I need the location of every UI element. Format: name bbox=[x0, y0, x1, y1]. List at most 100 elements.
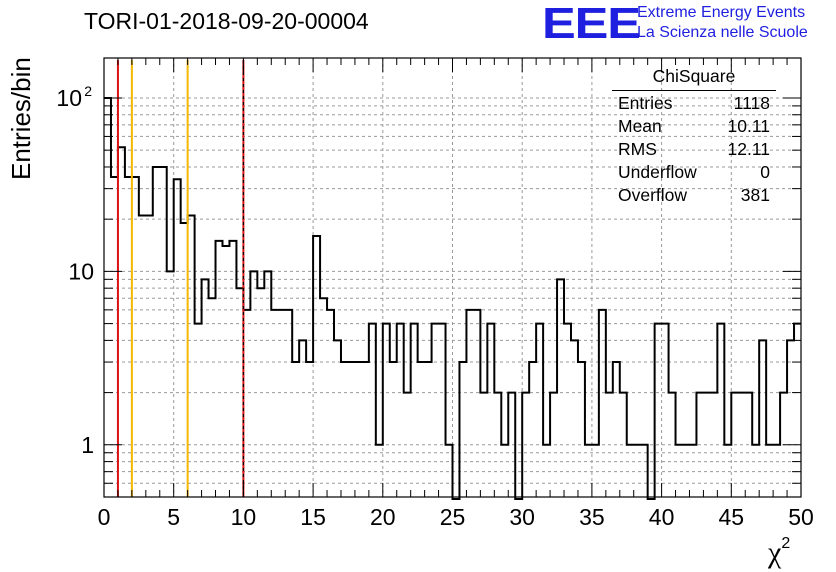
histogram-bin bbox=[299, 340, 306, 497]
stats-value: 10.11 bbox=[727, 116, 771, 136]
stats-row: Entries 1118 bbox=[612, 93, 776, 116]
axes bbox=[103, 57, 802, 498]
y-tick-label: 1 bbox=[81, 432, 94, 458]
histogram-bin bbox=[766, 445, 773, 497]
histogram-bin bbox=[655, 324, 662, 497]
histogram-bin bbox=[202, 279, 209, 497]
histogram-bin bbox=[188, 216, 195, 497]
histogram-bin bbox=[703, 393, 710, 497]
histogram-bin bbox=[738, 393, 745, 497]
histogram-bin bbox=[292, 362, 299, 497]
histogram-bin bbox=[404, 393, 411, 497]
histogram-bin bbox=[536, 324, 543, 497]
x-tick-label: 50 bbox=[788, 504, 814, 530]
histogram-bin bbox=[717, 324, 724, 497]
histogram-bin bbox=[132, 177, 139, 497]
histogram-bin bbox=[222, 246, 229, 497]
histogram-bin bbox=[278, 310, 285, 497]
histogram-outline bbox=[104, 96, 801, 500]
stats-value: 381 bbox=[740, 185, 770, 205]
histogram-bin bbox=[250, 271, 257, 497]
stats-box: ChiSquare Entries 1118 Mean 10.11 RMS 12.11… bbox=[612, 66, 776, 208]
histogram-bin bbox=[696, 393, 703, 497]
histogram-bin bbox=[425, 362, 432, 497]
x-tick-label: 15 bbox=[300, 504, 326, 530]
histogram-bin bbox=[480, 393, 487, 497]
histogram-bin bbox=[613, 362, 620, 497]
histogram-bin bbox=[564, 324, 571, 497]
histogram-bin bbox=[620, 393, 627, 497]
histogram-bin bbox=[662, 324, 669, 497]
histogram-bin bbox=[432, 324, 439, 497]
histogram-bin bbox=[111, 177, 118, 497]
histogram-bin bbox=[745, 393, 752, 497]
histogram-bin bbox=[397, 324, 404, 497]
stats-label: Entries bbox=[618, 93, 673, 113]
histogram-bin bbox=[773, 445, 780, 497]
y-axis-label: Entries/bin bbox=[6, 57, 36, 180]
histogram-bin bbox=[285, 310, 292, 497]
histogram-bin bbox=[557, 279, 564, 497]
histogram-bin bbox=[229, 241, 236, 497]
histogram-bin bbox=[529, 362, 536, 497]
stats-label: Mean bbox=[618, 116, 662, 136]
histogram-bin bbox=[599, 310, 606, 497]
histogram-bin bbox=[327, 310, 334, 497]
histogram-bin bbox=[446, 445, 453, 497]
histogram-bin bbox=[641, 445, 648, 497]
histogram-bin bbox=[334, 340, 341, 497]
stats-row: Overflow 381 bbox=[612, 185, 776, 208]
histogram-bin bbox=[418, 362, 425, 497]
stats-value: 1118 bbox=[733, 93, 770, 113]
histogram-bin bbox=[264, 271, 271, 497]
x-axis-label: χ2 bbox=[768, 535, 790, 570]
histogram-bin bbox=[125, 177, 132, 497]
histogram-bin bbox=[153, 167, 160, 497]
histogram-bin bbox=[522, 393, 529, 497]
histogram-bin bbox=[355, 362, 362, 497]
y-tick-label: 10 bbox=[68, 258, 94, 284]
histogram-bin bbox=[216, 241, 223, 497]
x-axis-label-exp: 2 bbox=[781, 535, 791, 552]
stats-row: Mean 10.11 bbox=[612, 116, 776, 139]
logo-line-1: Extreme Energy Events bbox=[637, 4, 806, 21]
histogram-bin bbox=[543, 445, 550, 497]
x-axis-label-base: χ bbox=[768, 536, 782, 569]
stats-row: RMS 12.11 bbox=[612, 139, 776, 162]
stats-title: ChiSquare bbox=[612, 66, 776, 91]
histogram-bin bbox=[731, 393, 738, 497]
histogram-bin bbox=[139, 216, 146, 497]
histogram-bin bbox=[585, 445, 592, 497]
histogram-bin bbox=[752, 445, 759, 497]
histogram-bin bbox=[759, 340, 766, 497]
x-tick-label: 35 bbox=[579, 504, 605, 530]
grid bbox=[104, 58, 801, 497]
histogram-bin bbox=[683, 445, 690, 497]
histogram-bin bbox=[104, 98, 111, 497]
histogram-bin bbox=[236, 288, 243, 497]
histogram-bin bbox=[320, 298, 327, 497]
histogram-bin bbox=[146, 216, 153, 497]
histogram-bin bbox=[181, 223, 188, 497]
stats-label: RMS bbox=[618, 139, 657, 159]
stats-value: 12.11 bbox=[727, 139, 771, 159]
histogram-bin bbox=[627, 445, 634, 497]
histogram-bin bbox=[243, 310, 250, 497]
histogram-bin bbox=[487, 324, 494, 497]
histogram-bin bbox=[724, 445, 731, 497]
histogram-bin bbox=[634, 445, 641, 497]
y-tick-label: 10 bbox=[56, 85, 82, 111]
chart-title: TORI-01-2018-09-20-00004 bbox=[84, 8, 369, 34]
histogram-bin bbox=[787, 340, 794, 497]
histogram-bin bbox=[794, 324, 801, 497]
reference-lines bbox=[116, 60, 245, 497]
histogram-bin bbox=[578, 362, 585, 497]
histogram-bin bbox=[195, 324, 202, 497]
histogram-bin bbox=[174, 179, 181, 497]
x-tick-label: 40 bbox=[649, 504, 675, 530]
histogram-bin bbox=[306, 362, 313, 497]
histogram-bin bbox=[459, 362, 466, 497]
stats-value: 0 bbox=[760, 162, 770, 182]
